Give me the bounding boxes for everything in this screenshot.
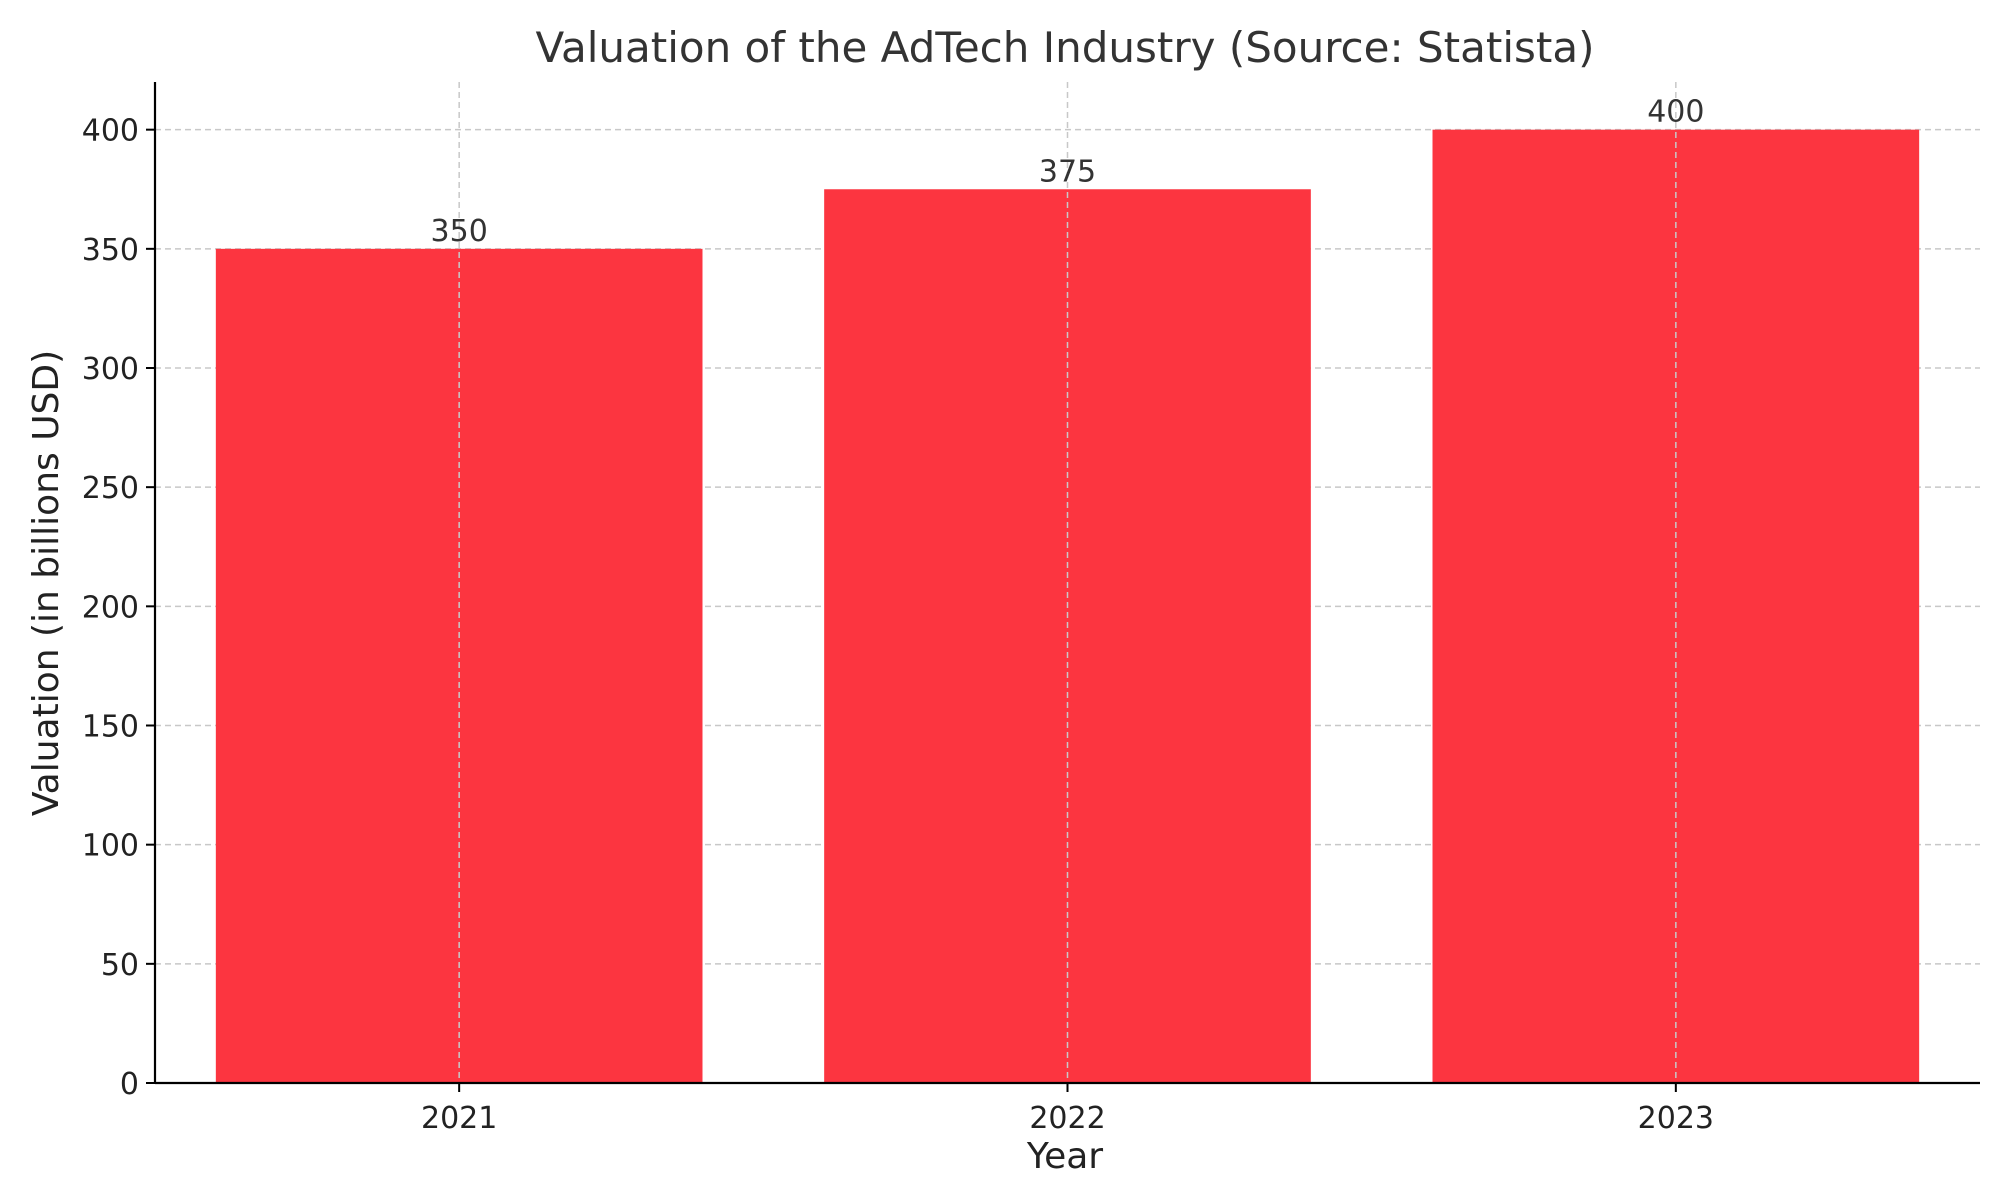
y-tick-label: 0 — [120, 1067, 139, 1102]
x-tick-label: 2022 — [1029, 1101, 1105, 1136]
axes — [146, 82, 1980, 1092]
y-tick-label: 400 — [82, 114, 139, 149]
y-tick-label: 250 — [82, 471, 139, 506]
y-axis-label: Valuation (in billions USD) — [26, 350, 67, 816]
y-tick-label: 50 — [101, 948, 139, 983]
x-tick-label: 2021 — [421, 1101, 497, 1136]
data-label-2023: 400 — [1647, 95, 1704, 130]
y-tick-label: 350 — [82, 233, 139, 268]
data-labels: 350 375 400 — [431, 95, 1705, 249]
x-tick-label: 2023 — [1638, 1101, 1714, 1136]
y-tick-label: 300 — [82, 352, 139, 387]
y-tick-label: 150 — [82, 710, 139, 745]
y-tick-label: 100 — [82, 829, 139, 864]
y-tick-label: 200 — [82, 590, 139, 625]
chart-title: Valuation of the AdTech Industry (Source… — [536, 23, 1595, 72]
data-label-2021: 350 — [431, 214, 488, 249]
data-label-2022: 375 — [1039, 154, 1096, 189]
x-axis-label: Year — [1026, 1136, 1103, 1177]
tick-labels: 0 50 100 150 200 250 300 350 400 2021 2022 2023 — [82, 114, 1714, 1136]
